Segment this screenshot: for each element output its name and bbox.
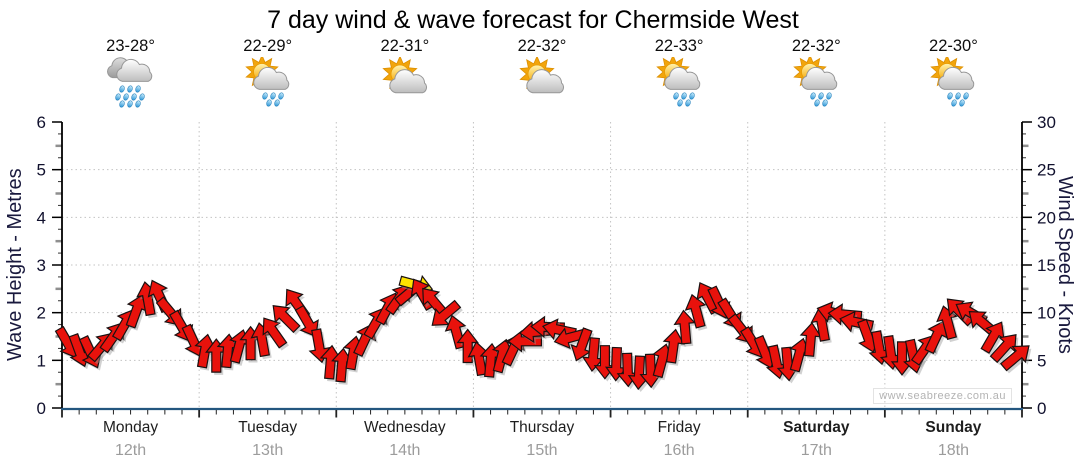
day-name-saturday: Saturday <box>783 419 850 436</box>
svg-text:30: 30 <box>1037 113 1056 132</box>
day-name-friday: Friday <box>657 419 701 436</box>
weather-icon-sun-cloud <box>382 57 427 94</box>
svg-text:20: 20 <box>1037 208 1056 227</box>
day-name-wednesday: Wednesday <box>364 419 446 436</box>
svg-text:15: 15 <box>1037 256 1056 275</box>
temp-range-saturday: 22-32° <box>791 37 841 55</box>
day-date-friday: 16th <box>663 442 695 459</box>
chart-title: 7 day wind & wave forecast for Chermside… <box>267 6 799 34</box>
day-name-thursday: Thursday <box>509 419 575 436</box>
weather-icon-box-thursday <box>482 57 602 111</box>
day-date-thursday: 15th <box>526 442 558 459</box>
weather-icon-box-saturday <box>756 57 876 111</box>
svg-text:1: 1 <box>37 351 46 370</box>
svg-text:0: 0 <box>1037 399 1046 418</box>
watermark: www.seabreeze.com.au <box>873 388 1012 404</box>
wave-height-axis-title: Wave Height - Metres <box>4 168 26 362</box>
weather-icon-sun-cloud-rain <box>793 57 838 107</box>
svg-text:10: 10 <box>1037 304 1056 323</box>
temp-range-thursday: 22-32° <box>517 37 567 55</box>
temp-range-tuesday: 22-29° <box>243 37 293 55</box>
temp-range-friday: 22-33° <box>654 37 704 55</box>
time-axis <box>61 407 1023 418</box>
svg-text:5: 5 <box>1037 351 1046 370</box>
weather-icon-sun-cloud-rain <box>244 57 289 107</box>
weather-icon-box-friday <box>619 57 739 111</box>
temp-range-wednesday: 22-31° <box>380 37 430 55</box>
wind-speed-axis-title: Wind Speed - Knots <box>1054 176 1076 354</box>
day-name-tuesday: Tuesday <box>238 419 298 436</box>
weather-icon-sun-cloud <box>519 57 564 94</box>
svg-text:0: 0 <box>37 399 46 418</box>
weather-icon-box-monday <box>71 57 191 111</box>
svg-text:3: 3 <box>37 256 46 275</box>
weather-icon-sun-cloud-rain <box>656 57 701 107</box>
weather-icon-sun-cloud-rain <box>930 57 975 107</box>
wind-speed-axis: 0 5 10 15 20 25 30 <box>1021 113 1056 418</box>
weather-icon-box-sunday <box>893 57 1013 111</box>
day-date-monday: 12th <box>114 442 147 459</box>
day-date-saturday: 17th <box>800 442 832 459</box>
day-name-sunday: Sunday <box>925 419 982 436</box>
svg-text:6: 6 <box>37 113 46 132</box>
wave-height-axis: 0 1 2 3 4 5 6 <box>37 113 63 418</box>
weather-icon-rain-heavy <box>106 57 152 108</box>
day-date-sunday: 18th <box>937 442 969 459</box>
temp-range-sunday: 22-30° <box>929 37 978 55</box>
svg-text:25: 25 <box>1037 161 1056 180</box>
weather-icon-box-wednesday <box>345 57 465 111</box>
svg-text:4: 4 <box>37 208 46 227</box>
svg-text:2: 2 <box>37 304 46 323</box>
day-date-tuesday: 13th <box>252 442 284 459</box>
day-date-wednesday: 14th <box>389 442 421 459</box>
wind-arrow-series <box>54 274 1032 392</box>
temp-range-monday: 23-28° <box>106 37 155 55</box>
weather-icon-box-tuesday <box>208 57 328 111</box>
svg-text:5: 5 <box>37 161 46 180</box>
day-name-monday: Monday <box>102 419 159 436</box>
